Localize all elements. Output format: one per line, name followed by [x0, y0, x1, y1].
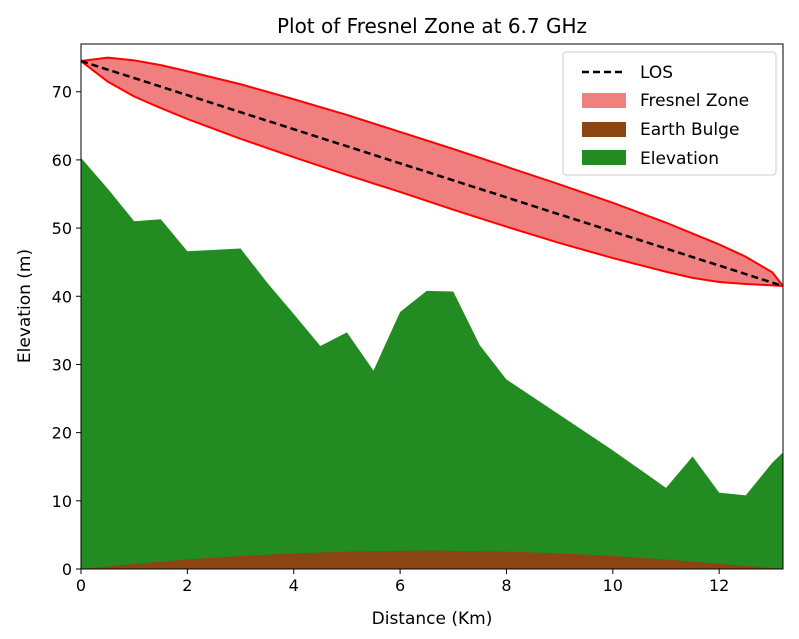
x-tick-label: 6 [395, 576, 405, 595]
y-tick-label: 20 [52, 424, 72, 443]
plot-area [80, 56, 784, 569]
legend-fresnel-label: Fresnel Zone [640, 91, 749, 111]
x-tick-label: 4 [289, 576, 299, 595]
y-tick-label: 40 [52, 287, 72, 306]
x-tick-label: 12 [709, 576, 729, 595]
y-tick-label: 0 [62, 560, 72, 579]
y-axis-label: Elevation (m) [15, 249, 35, 363]
axis-ticks: 0 2 4 6 8 10 12 0 10 20 30 40 50 60 70 [52, 83, 730, 595]
y-tick-label: 60 [52, 151, 72, 170]
legend-box [562, 51, 777, 176]
legend-earth-bulge-swatch [582, 122, 626, 137]
elevation-area [81, 157, 783, 569]
legend-fresnel-swatch [582, 93, 626, 108]
legend-elevation-label: Elevation [640, 149, 719, 169]
legend-elevation-swatch [582, 150, 626, 165]
x-tick-label: 2 [182, 576, 192, 595]
x-tick-label: 10 [603, 576, 623, 595]
legend: LOS Fresnel Zone Earth Bulge Elevation [562, 51, 777, 176]
los-line [80, 59, 784, 288]
y-tick-label: 70 [52, 83, 72, 102]
legend-los-label: LOS [640, 63, 673, 83]
y-tick-label: 50 [52, 219, 72, 238]
x-tick-label: 8 [501, 576, 511, 595]
chart-title: Plot of Fresnel Zone at 6.7 GHz [277, 14, 587, 38]
fresnel-zone-upper-edge [80, 56, 784, 287]
y-tick-label: 30 [52, 355, 72, 374]
x-tick-label: 0 [76, 576, 86, 595]
legend-earth-bulge-label: Earth Bulge [640, 120, 739, 140]
y-tick-label: 10 [52, 492, 72, 511]
plot-frame [80, 43, 784, 570]
earth-bulge-area [81, 550, 783, 569]
fresnel-zone-lower-edge [80, 60, 784, 288]
x-axis-label: Distance (Km) [372, 609, 493, 629]
